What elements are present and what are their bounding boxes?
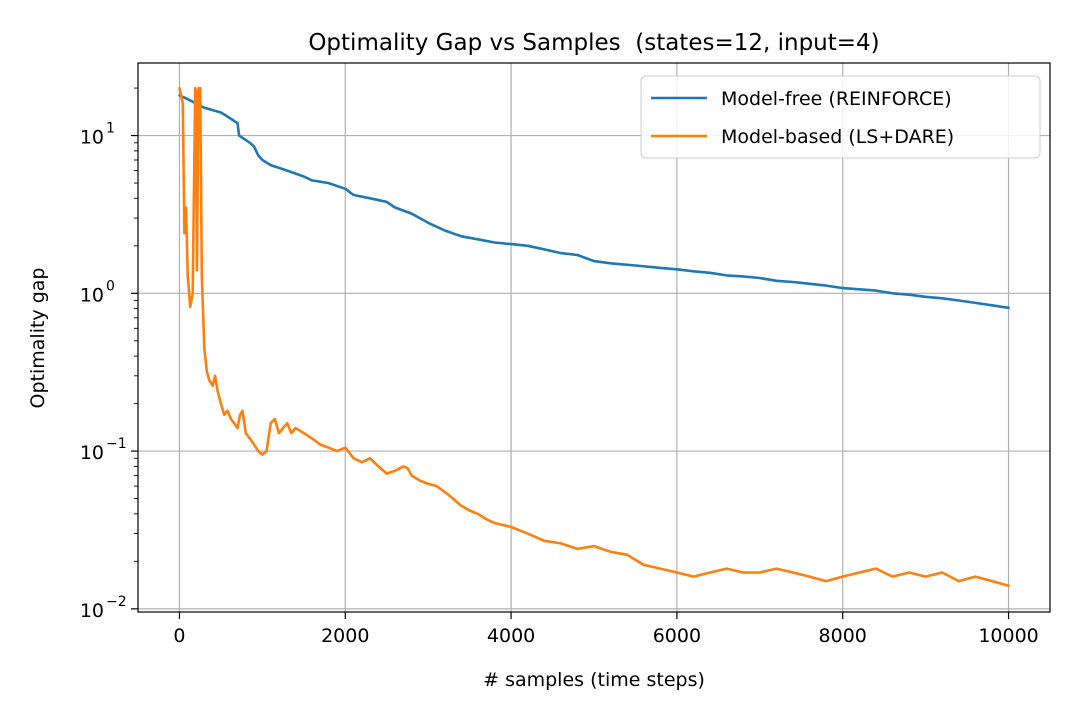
x-tick-label: 10000 (978, 625, 1038, 647)
x-axis: 0 2000 4000 6000 8000 10000 (173, 612, 1039, 647)
y-tick-label: 10 (80, 600, 104, 622)
legend: Model-free (REINFORCE) Model-based (LS+D… (640, 75, 1041, 159)
y-axis-title: Optimality gap (27, 268, 49, 409)
y-tick-label: 10 (80, 284, 104, 306)
legend-label-model-free: Model-free (REINFORCE) (721, 88, 952, 110)
series-lines (178, 86, 1010, 588)
legend-label-model-based: Model-based (LS+DARE) (721, 126, 954, 148)
x-tick-label: 8000 (819, 625, 867, 647)
y-tick-exponent: 0 (106, 278, 115, 294)
series-line-0 (178, 94, 1010, 310)
x-axis-title: # samples (time steps) (483, 669, 705, 691)
y-tick-exponent: −1 (106, 436, 127, 452)
y-tick-exponent: −2 (106, 594, 127, 610)
y-tick-label: 10 (80, 442, 104, 464)
x-tick-label: 2000 (321, 625, 369, 647)
x-tick-label: 6000 (653, 625, 701, 647)
x-tick-label: 0 (173, 625, 185, 647)
chart-title: Optimality Gap vs Samples (states=12, in… (308, 30, 879, 56)
legend-box (640, 75, 1041, 159)
y-tick-exponent: 1 (106, 121, 115, 137)
x-tick-label: 4000 (487, 625, 535, 647)
series-line-1 (178, 86, 1010, 588)
plot-frame (137, 62, 1051, 613)
y-tick-label: 10 (80, 127, 104, 149)
